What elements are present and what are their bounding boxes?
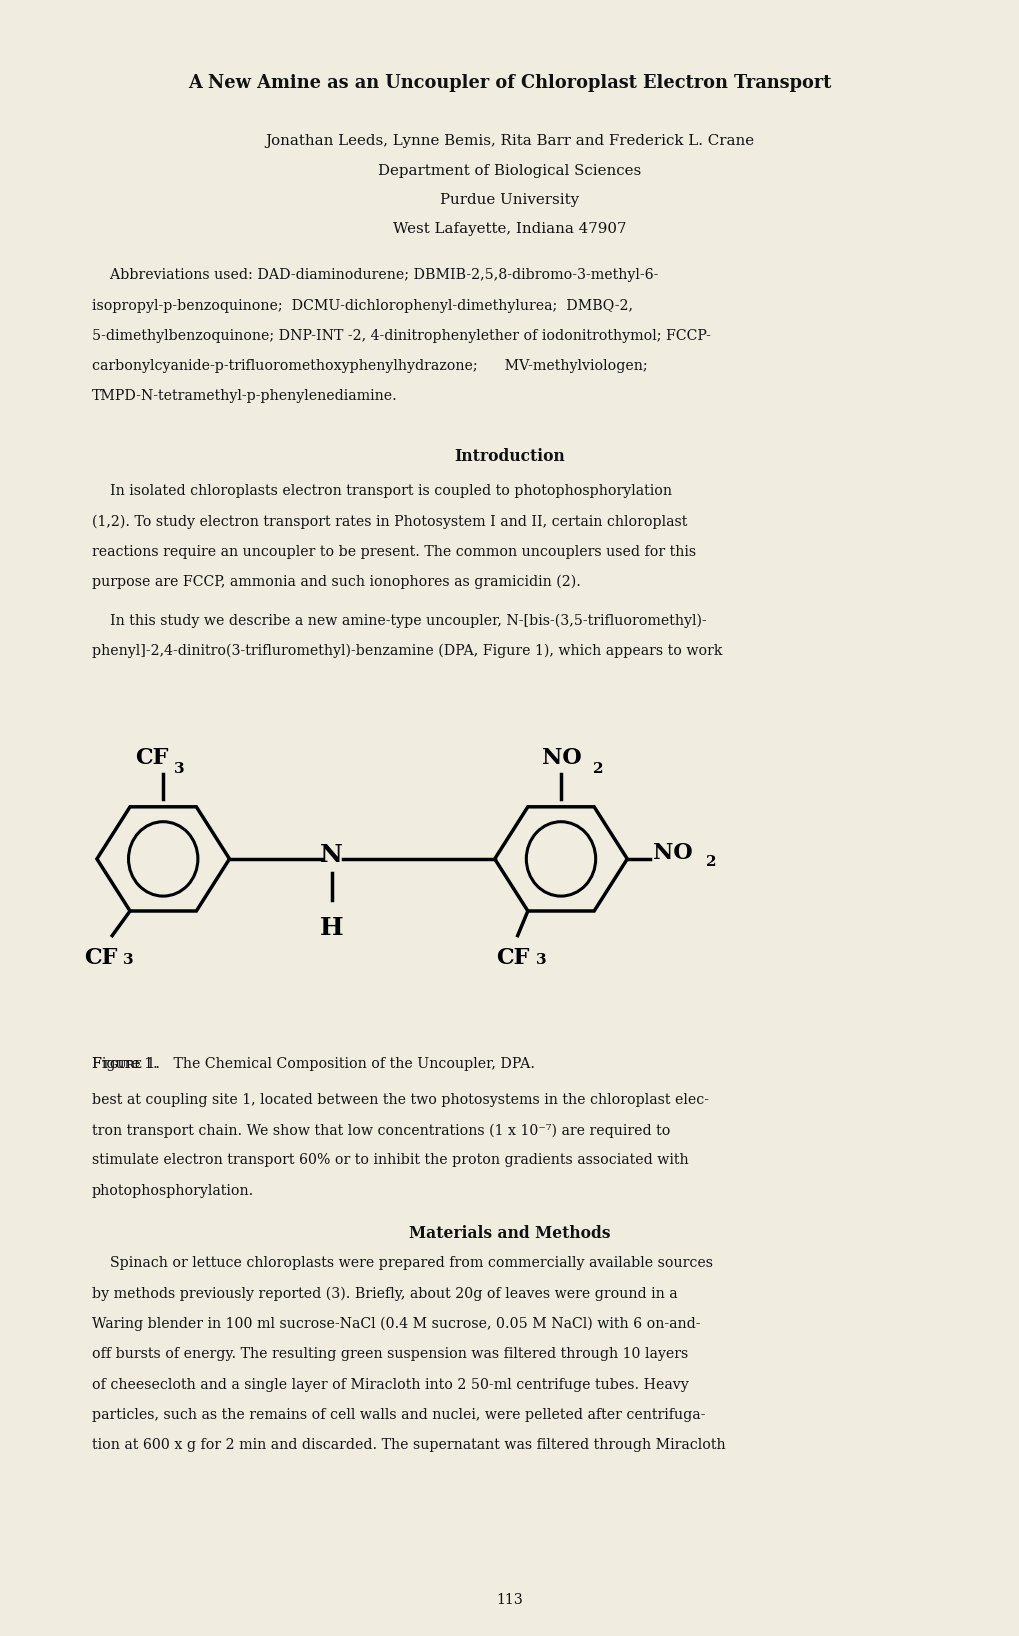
Text: NO: NO: [541, 746, 581, 769]
Text: carbonylcyanide-p-trifluoromethoxyphenylhydrazone;      MV-methylviologen;: carbonylcyanide-p-trifluoromethoxyphenyl…: [92, 360, 647, 373]
Text: Purdue University: Purdue University: [440, 193, 579, 208]
Text: 2: 2: [592, 762, 602, 775]
Text: phenyl]-2,4-dinitro(3-trifluromethyl)-benzamine (DPA, Figure 1), which appears t: phenyl]-2,4-dinitro(3-trifluromethyl)-be…: [92, 643, 721, 658]
Text: off bursts of energy. The resulting green suspension was filtered through 10 lay: off bursts of energy. The resulting gree…: [92, 1348, 688, 1361]
Text: CF: CF: [496, 947, 529, 969]
Text: Abbreviations used: DAD-diaminodurene; DBMIB-2,5,8-dibromo-3-methyl-6-: Abbreviations used: DAD-diaminodurene; D…: [92, 268, 657, 283]
Text: Fᴛɢᴜʀᴇ 1.   The Chemical Composition of the Uncoupler, DPA.: Fᴛɢᴜʀᴇ 1. The Chemical Composition of th…: [92, 1057, 534, 1072]
Text: CF: CF: [84, 947, 117, 969]
Text: Figure 1.: Figure 1.: [92, 1057, 157, 1072]
Text: In isolated chloroplasts electron transport is coupled to photophosphorylation: In isolated chloroplasts electron transp…: [92, 484, 672, 499]
Text: Spinach or lettuce chloroplasts were prepared from commercially available source: Spinach or lettuce chloroplasts were pre…: [92, 1256, 712, 1271]
Text: Department of Biological Sciences: Department of Biological Sciences: [378, 164, 641, 178]
Text: In this study we describe a new amine-type uncoupler, N-[bis-(3,5-trifluoromethy: In this study we describe a new amine-ty…: [92, 614, 706, 628]
Text: Materials and Methods: Materials and Methods: [409, 1225, 610, 1242]
Text: particles, such as the remains of cell walls and nuclei, were pelleted after cen: particles, such as the remains of cell w…: [92, 1407, 704, 1422]
Text: N: N: [320, 843, 342, 867]
Text: purpose are FCCP, ammonia and such ionophores as gramicidin (2).: purpose are FCCP, ammonia and such ionop…: [92, 576, 580, 589]
Text: best at coupling site 1, located between the two photosystems in the chloroplast: best at coupling site 1, located between…: [92, 1093, 708, 1108]
Text: of cheesecloth and a single layer of Miracloth into 2 50-ml centrifuge tubes. He: of cheesecloth and a single layer of Mir…: [92, 1378, 688, 1392]
Text: Waring blender in 100 ml sucrose-NaCl (0.4 M sucrose, 0.05 M NaCl) with 6 on-and: Waring blender in 100 ml sucrose-NaCl (0…: [92, 1317, 700, 1332]
Text: 3: 3: [123, 954, 133, 967]
Text: West Lafayette, Indiana 47907: West Lafayette, Indiana 47907: [393, 222, 626, 237]
Text: 5-dimethylbenzoquinone; DNP-INT -2, 4-dinitrophenylether of iodonitrothymol; FCC: 5-dimethylbenzoquinone; DNP-INT -2, 4-di…: [92, 329, 710, 344]
Text: 2: 2: [706, 854, 716, 869]
Text: tion at 600 x g for 2 min and discarded. The supernatant was filtered through Mi: tion at 600 x g for 2 min and discarded.…: [92, 1438, 725, 1453]
Text: photophosphorylation.: photophosphorylation.: [92, 1184, 254, 1198]
Text: isopropyl-p-benzoquinone;  DCMU-dichlorophenyl-dimethylurea;  DMBQ-2,: isopropyl-p-benzoquinone; DCMU-dichlorop…: [92, 298, 632, 312]
Text: CF: CF: [136, 746, 168, 769]
Text: 3: 3: [174, 762, 184, 775]
Text: 3: 3: [535, 954, 545, 967]
Text: Jonathan Leeds, Lynne Bemis, Rita Barr and Frederick L. Crane: Jonathan Leeds, Lynne Bemis, Rita Barr a…: [265, 134, 754, 149]
Text: reactions require an uncoupler to be present. The common uncouplers used for thi: reactions require an uncoupler to be pre…: [92, 545, 695, 560]
Text: stimulate electron transport 60% or to inhibit the proton gradients associated w: stimulate electron transport 60% or to i…: [92, 1153, 688, 1168]
Text: A New Amine as an Uncoupler of Chloroplast Electron Transport: A New Amine as an Uncoupler of Chloropla…: [189, 74, 830, 92]
Text: NO: NO: [652, 843, 692, 864]
Text: 113: 113: [496, 1593, 523, 1608]
Text: TMPD-N-tetramethyl-p-phenylenediamine.: TMPD-N-tetramethyl-p-phenylenediamine.: [92, 389, 397, 404]
Text: Introduction: Introduction: [454, 448, 565, 465]
Text: H: H: [319, 916, 343, 941]
Text: (1,2). To study electron transport rates in Photosystem I and II, certain chloro: (1,2). To study electron transport rates…: [92, 514, 687, 528]
Text: by methods previously reported (3). Briefly, about 20g of leaves were ground in : by methods previously reported (3). Brie…: [92, 1286, 677, 1301]
Text: tron transport chain. We show that low concentrations (1 x 10⁻⁷) are required to: tron transport chain. We show that low c…: [92, 1122, 669, 1137]
